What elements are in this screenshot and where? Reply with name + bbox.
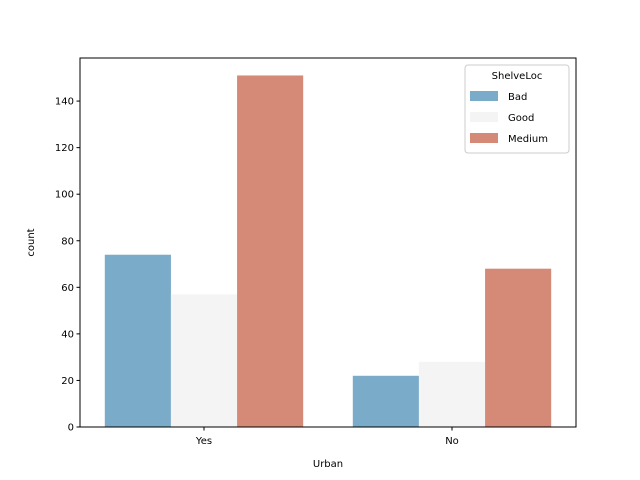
- y-tick-label: 0: [68, 423, 74, 434]
- legend: ShelveLoc Bad Good Medium: [464, 64, 570, 154]
- x-axis-label: Urban: [313, 459, 343, 470]
- y-tick-label: 40: [61, 329, 74, 340]
- legend-label-medium: Medium: [508, 134, 548, 145]
- bar-medium-no: [485, 268, 552, 427]
- y-tick-label: 140: [55, 97, 74, 108]
- legend-box: [464, 64, 570, 154]
- bar-bad-yes: [104, 254, 171, 427]
- legend-label-bad: Bad: [508, 92, 527, 103]
- legend-swatch-bad: [470, 91, 498, 101]
- x-tick-label: No: [445, 436, 459, 447]
- legend-items: Bad Good Medium: [470, 91, 548, 145]
- bar-good-yes: [170, 294, 238, 427]
- y-tick-label: 20: [61, 376, 74, 387]
- y-tick-label: 120: [55, 143, 74, 154]
- x-tick-label: Yes: [195, 436, 212, 447]
- y-axis: 0 20 40 60 80 100 120 140: [55, 97, 80, 434]
- y-tick-label: 60: [61, 283, 74, 294]
- x-axis: Yes No: [195, 427, 459, 447]
- legend-title: ShelveLoc: [492, 71, 543, 82]
- legend-label-good: Good: [508, 113, 534, 124]
- bars-group: [104, 75, 552, 427]
- y-tick-label: 80: [61, 236, 74, 247]
- bar-good-no: [418, 361, 486, 427]
- y-axis-label: count: [26, 228, 37, 256]
- bar-medium-yes: [237, 75, 304, 427]
- legend-swatch-good: [470, 112, 498, 122]
- bar-bad-no: [352, 375, 419, 427]
- y-tick-label: 100: [55, 190, 74, 201]
- legend-swatch-medium: [470, 133, 498, 143]
- plot-frame: [79, 57, 577, 428]
